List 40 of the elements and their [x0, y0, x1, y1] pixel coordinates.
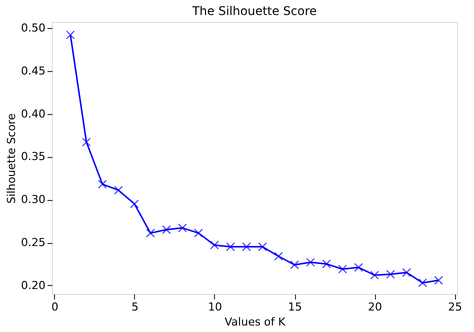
point [386, 270, 396, 279]
point [130, 199, 139, 208]
point [418, 278, 428, 288]
point [290, 260, 299, 270]
point [162, 225, 171, 234]
y-axis-title: Silhouette Score [5, 113, 18, 204]
point [306, 258, 315, 267]
point [226, 242, 235, 252]
chart-title: The Silhouette Score [191, 4, 317, 18]
point [434, 276, 444, 285]
x-tick-label: 0 [51, 300, 58, 314]
point [402, 268, 412, 278]
point [370, 270, 380, 280]
y-tick-label: 0.20 [21, 278, 46, 292]
point [194, 228, 203, 238]
y-tick-label: 0.25 [21, 236, 46, 250]
y-tick-label: 0.50 [21, 22, 46, 35]
point [354, 262, 364, 272]
y-tick-label: 0.35 [21, 150, 46, 164]
point [338, 264, 348, 274]
point [82, 138, 91, 147]
x-axis-title: Values of K [224, 316, 286, 328]
point [66, 30, 75, 40]
y-tick-label: 0.30 [21, 193, 46, 206]
x-tick-label: 5 [131, 300, 138, 314]
point [178, 223, 187, 232]
x-tick-label: 15 [288, 300, 302, 314]
y-tick-label: 0.45 [21, 64, 46, 78]
point [210, 240, 219, 250]
point [258, 242, 267, 252]
point [242, 242, 251, 252]
point [98, 180, 107, 189]
point [322, 259, 332, 268]
x-tick-label: 25 [448, 300, 462, 314]
point [114, 186, 123, 195]
point [274, 252, 283, 261]
x-tick-label: 10 [208, 300, 222, 314]
y-tick-label: 0.40 [21, 107, 46, 120]
x-tick-label: 20 [368, 300, 382, 314]
point [146, 228, 155, 238]
